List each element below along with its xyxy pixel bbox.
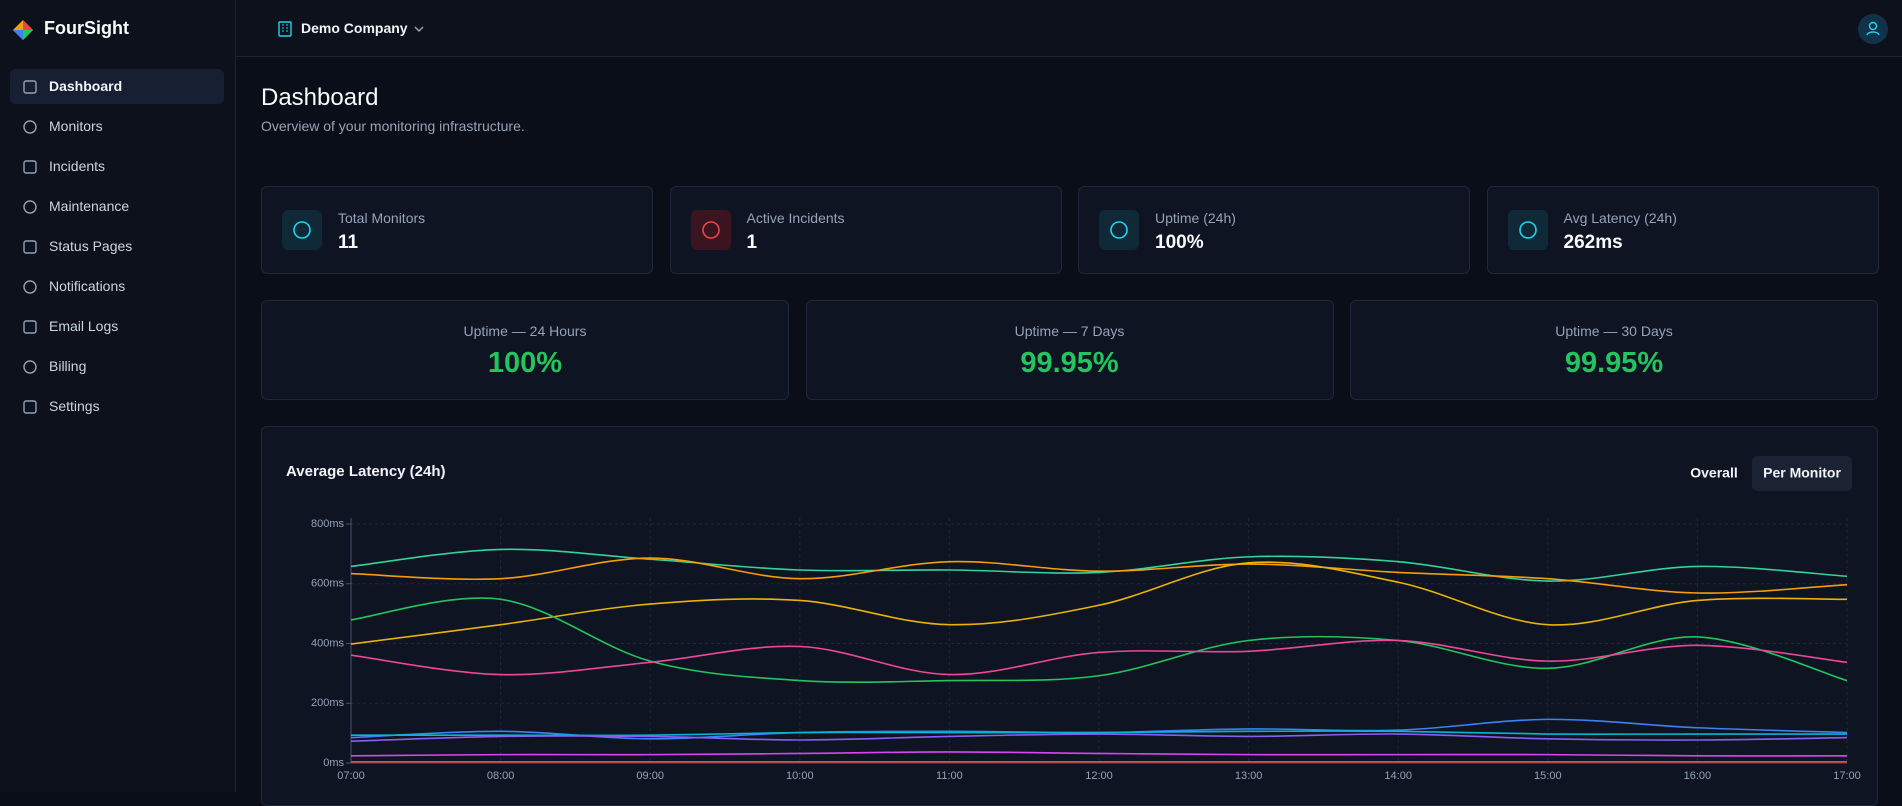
nav-icon-shape	[23, 200, 37, 214]
uptime-label: Uptime — 7 Days	[1014, 323, 1125, 339]
stat-label: Active Incidents	[746, 210, 845, 226]
avatar[interactable]	[1857, 13, 1889, 45]
page-subtitle: Overview of your monitoring infrastructu…	[261, 118, 525, 134]
nav-icon	[23, 80, 37, 94]
nav-icon	[23, 400, 37, 414]
y-tick-label: 400ms	[311, 637, 345, 649]
y-tick-label: 200ms	[311, 697, 345, 709]
x-tick-label: 07:00	[337, 770, 365, 782]
series-line	[350, 639, 1848, 676]
nav-icon	[23, 360, 37, 374]
stat-icon	[282, 210, 322, 250]
nav-icon-shape	[23, 360, 37, 374]
nav-item[interactable]: Incidents	[10, 149, 224, 184]
stat-icon-bg	[282, 210, 322, 250]
nav-item[interactable]: Settings	[10, 389, 224, 424]
series-line	[350, 751, 1848, 757]
uptime-card: Uptime — 24 Hours 100%	[261, 300, 789, 400]
nav-item[interactable]: Email Logs	[10, 309, 224, 344]
stat-value: 1	[746, 232, 758, 253]
stat-icon-bg	[1507, 210, 1548, 250]
stat-icon-shape	[701, 221, 720, 239]
uptime-value: 99.95%	[1020, 347, 1119, 379]
stat-icon-bg	[1099, 210, 1139, 250]
company-selector[interactable]: Demo Company	[301, 20, 408, 36]
nav-item[interactable]: Maintenance	[10, 189, 224, 224]
stat-icon-shape	[1110, 221, 1128, 239]
chart: Average Latency (24h) Overall Per Monito…	[286, 456, 1861, 782]
series-line	[350, 733, 1848, 742]
x-tick-label: 17:00	[1833, 770, 1861, 782]
y-tick-label: 800ms	[311, 518, 345, 530]
nav-icon-shape	[23, 400, 37, 414]
brand: FourSight	[44, 18, 129, 38]
stat-icon-shape	[293, 221, 311, 239]
x-tick-label: 14:00	[1384, 770, 1412, 782]
x-tick-label: 16:00	[1684, 770, 1712, 782]
stat-card: Active Incidents 1	[669, 186, 1062, 274]
x-tick-label: 15:00	[1534, 770, 1562, 782]
uptime-card: Uptime — 7 Days 99.95%	[805, 300, 1334, 400]
nav-icon	[23, 120, 37, 134]
nav-icon-shape	[23, 240, 37, 254]
x-tick-label: 12:00	[1085, 770, 1113, 782]
logo	[13, 20, 33, 40]
x-tick-label: 10:00	[786, 770, 814, 782]
uptime-label: Uptime — 24 Hours	[463, 323, 587, 339]
nav-icon	[23, 200, 37, 214]
stat-icon-bg	[690, 210, 731, 250]
chevron	[414, 26, 424, 33]
stat-label: Avg Latency (24h)	[1563, 210, 1677, 226]
stat-card: Uptime (24h) 100%	[1078, 186, 1470, 274]
page-title: Dashboard	[261, 84, 379, 111]
nav-item[interactable]: Dashboard	[10, 69, 224, 104]
stat-icon-shape	[1518, 221, 1537, 239]
company-icon	[278, 21, 292, 37]
stat-card: Avg Latency (24h) 262ms	[1486, 186, 1879, 274]
topbar: Demo Company	[236, 0, 1902, 57]
sidebar: FourSight Dashboard Monitors Incidents Main…	[0, 0, 236, 792]
stat-icon	[1507, 210, 1548, 250]
series-line	[350, 597, 1848, 683]
nav-icon-shape	[23, 160, 37, 174]
nav-icon-shape	[23, 320, 37, 334]
x-tick-label: 08:00	[487, 770, 515, 782]
stat-icon	[1099, 210, 1139, 250]
y-tick-label: 600ms	[311, 578, 345, 590]
nav-icon	[23, 320, 37, 334]
uptime-value: 100%	[487, 347, 563, 379]
nav-icon	[23, 160, 37, 174]
uptime-value: 99.95%	[1564, 347, 1664, 379]
uptime-card: Uptime — 30 Days 99.95%	[1350, 300, 1878, 400]
stat-value: 262ms	[1563, 232, 1623, 253]
toggle-button[interactable]: Per Monitor	[1763, 465, 1841, 481]
nav-item[interactable]: Billing	[10, 349, 224, 384]
x-tick-label: 11:00	[936, 770, 963, 782]
stat-label: Total Monitors	[338, 210, 426, 226]
series-line	[350, 557, 1848, 594]
nav-icon	[23, 280, 37, 294]
toggle-active-bg	[1752, 456, 1852, 491]
nav-icon-shape	[23, 280, 37, 294]
chart-title: Average Latency (24h)	[286, 463, 446, 480]
x-tick-label: 09:00	[636, 770, 664, 782]
series-line	[350, 548, 1848, 582]
nav-icon-shape	[23, 80, 37, 94]
stat-value: 100%	[1155, 232, 1204, 253]
series-line	[350, 561, 1848, 645]
stat-icon	[690, 210, 731, 250]
uptime-label: Uptime — 30 Days	[1555, 323, 1673, 339]
stat-label: Uptime (24h)	[1155, 210, 1236, 226]
nav-item[interactable]: Notifications	[10, 269, 224, 304]
nav-icon-shape	[23, 120, 37, 134]
nav-item[interactable]: Status Pages	[10, 229, 224, 264]
nav-item[interactable]: Monitors	[10, 109, 224, 144]
toggle-button[interactable]: Overall	[1690, 465, 1737, 481]
nav-icon	[23, 240, 37, 254]
y-tick-label: 0ms	[323, 757, 344, 769]
x-tick-label: 13:00	[1235, 770, 1263, 782]
stat-card: Total Monitors 11	[261, 186, 653, 274]
stat-value: 11	[338, 232, 359, 253]
